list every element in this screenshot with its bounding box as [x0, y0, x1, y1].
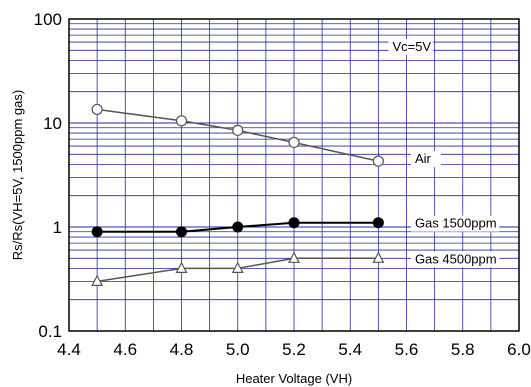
data-point — [175, 261, 188, 273]
series-3 — [91, 251, 385, 286]
grid — [69, 19, 519, 331]
data-point — [288, 136, 300, 149]
data-point — [372, 251, 385, 263]
vc-annotation: Vc=5V — [392, 39, 431, 54]
data-point — [91, 226, 103, 238]
data-point — [91, 103, 103, 116]
series-layer — [91, 103, 385, 286]
y-axis-title: Rs/Rs(VH=5V, 1500ppm gas) — [10, 90, 25, 260]
data-point — [91, 274, 104, 286]
series-label-gas-4500: Gas 4500ppm — [415, 251, 497, 266]
vc-annotation-bg — [388, 39, 433, 56]
series-2 — [91, 217, 384, 238]
x-tick-label: 5.2 — [282, 340, 306, 359]
y-tick-label: 10 — [43, 114, 62, 133]
y-tick-label: 100 — [34, 10, 62, 29]
y-tick-label: 1 — [53, 218, 62, 237]
x-tick-label: 5.0 — [226, 340, 250, 359]
data-point — [372, 155, 384, 167]
series-labels: Vc=5V Air Gas 1500ppm Gas 4500ppm — [388, 39, 500, 268]
y-tick-label: 0.1 — [38, 322, 62, 341]
x-tick-label: 4.4 — [57, 340, 81, 359]
data-point — [372, 217, 384, 229]
series-label-gas-1500: Gas 1500ppm — [415, 216, 497, 231]
data-point — [231, 261, 244, 273]
series-1 — [91, 103, 384, 167]
data-point — [175, 115, 188, 127]
data-point — [176, 226, 187, 238]
x-tick-label: 6.0 — [507, 340, 531, 359]
data-point — [232, 124, 244, 136]
series-label-gas-1500-bg — [410, 215, 500, 232]
data-point — [288, 251, 300, 263]
data-point — [288, 217, 300, 229]
x-tick-label: 5.4 — [338, 340, 362, 359]
x-tick-label: 5.8 — [451, 340, 475, 359]
series-label-air-bg — [410, 151, 441, 168]
tick-labels: 4.4 4.6 4.8 5.0 5.2 5.4 5.6 5.8 6.0 0.1 1 10 100 — [34, 10, 531, 359]
x-tick-label: 4.8 — [170, 340, 194, 359]
series-label-air: Air — [415, 151, 432, 166]
data-point — [232, 221, 244, 233]
series-label-gas-4500-bg — [410, 251, 500, 268]
x-axis-title: Heater Voltage (VH) — [236, 371, 352, 386]
x-tick-label: 5.6 — [395, 340, 419, 359]
x-tick-label: 4.6 — [113, 340, 137, 359]
plot-frame — [68, 18, 520, 332]
